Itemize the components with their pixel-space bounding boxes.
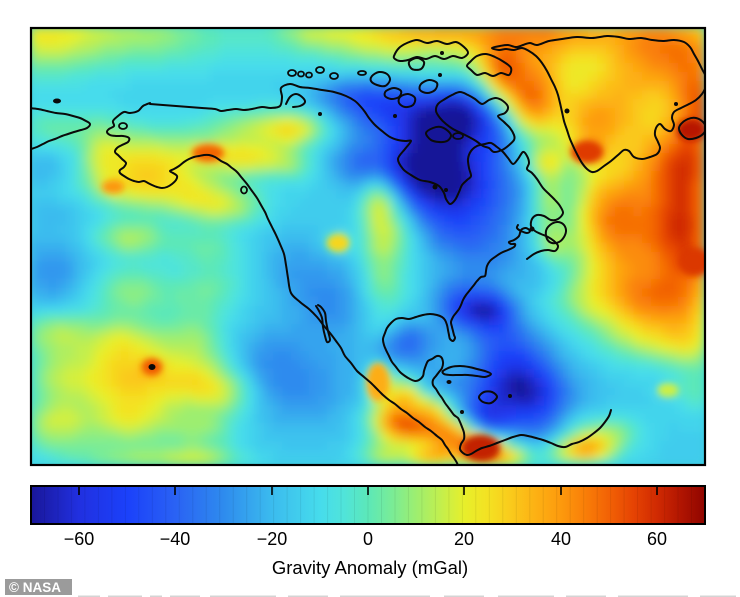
svg-text:−20: −20 xyxy=(257,529,288,549)
svg-text:40: 40 xyxy=(551,529,571,549)
svg-text:0: 0 xyxy=(363,529,373,549)
svg-text:60: 60 xyxy=(647,529,667,549)
svg-text:Gravity Anomaly (mGal): Gravity Anomaly (mGal) xyxy=(272,557,468,578)
svg-text:20: 20 xyxy=(454,529,474,549)
svg-text:−40: −40 xyxy=(160,529,191,549)
svg-text:© NASA: © NASA xyxy=(9,580,61,595)
svg-text:−60: −60 xyxy=(64,529,95,549)
